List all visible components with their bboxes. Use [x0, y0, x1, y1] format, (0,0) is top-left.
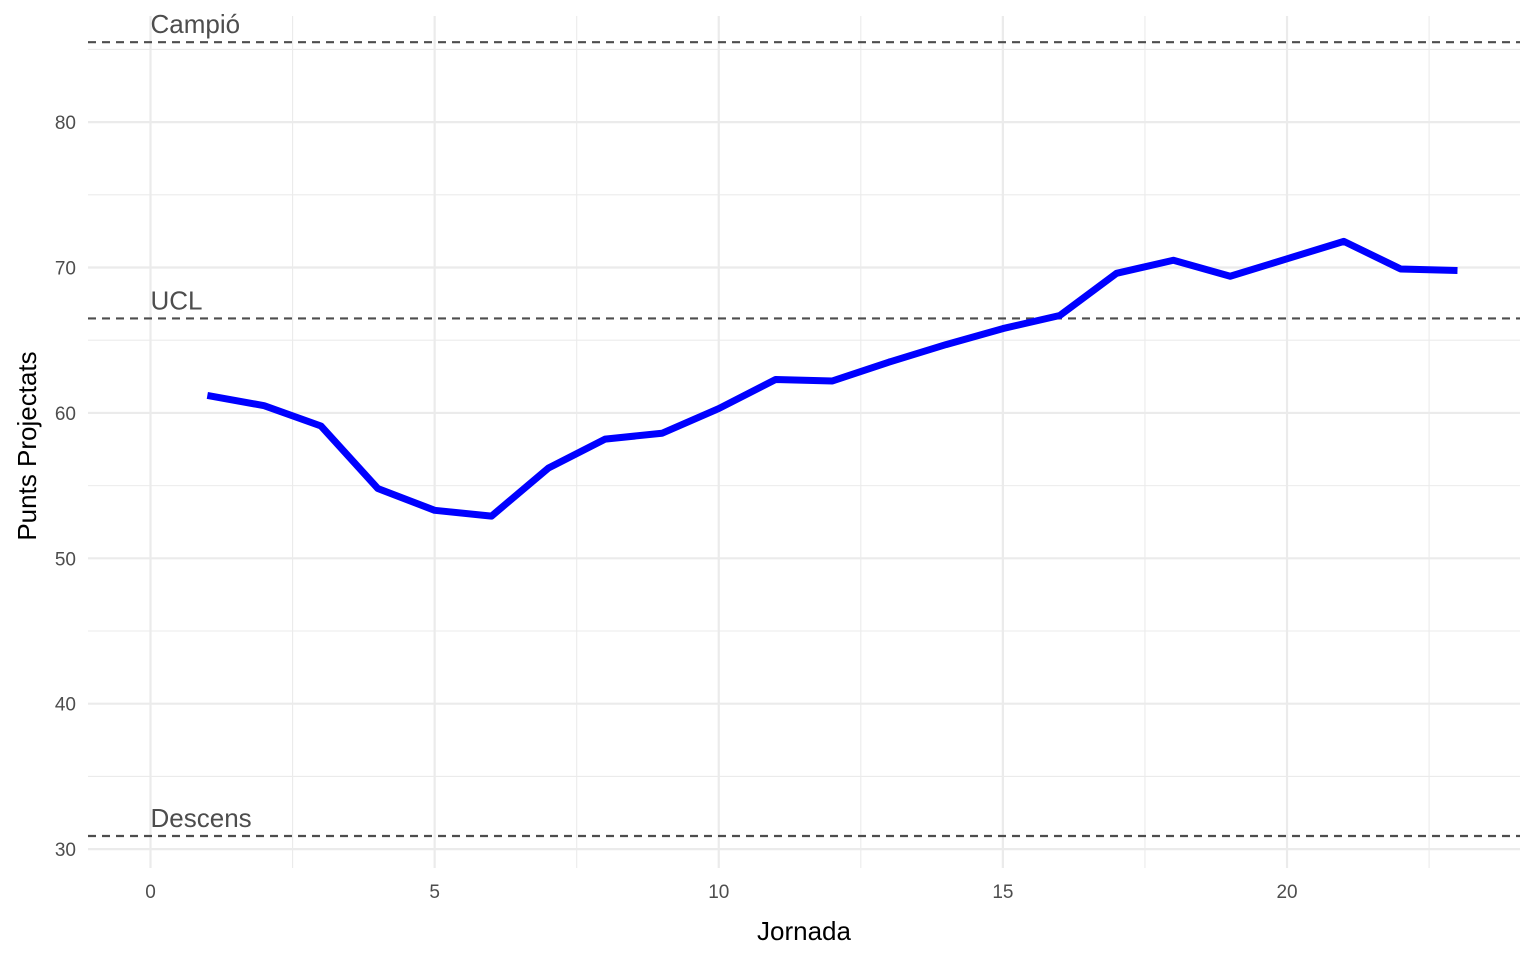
- reference-line-label: UCL: [151, 285, 203, 315]
- reference-line-label: Campió: [151, 9, 241, 39]
- x-tick-label: 5: [429, 882, 440, 903]
- x-tick-label: 15: [992, 882, 1013, 903]
- reference-line-label: Descens: [151, 803, 252, 833]
- y-axis-title: Punts Projectats: [12, 351, 42, 540]
- grid: [88, 16, 1520, 868]
- y-tick-label: 30: [55, 840, 76, 861]
- y-tick-label: 50: [55, 549, 76, 570]
- y-tick-label: 80: [55, 113, 76, 134]
- x-tick-label: 10: [708, 882, 729, 903]
- axis-ticks: 0 5 10 15 20 30 40 50 60 70 80: [55, 113, 1298, 903]
- x-axis-title: Jornada: [757, 916, 851, 946]
- series-line: [206, 237, 1458, 520]
- y-tick-label: 40: [55, 695, 76, 716]
- x-tick-label: 0: [145, 882, 156, 903]
- reference-lines: Campió UCL Descens: [88, 9, 1520, 838]
- y-tick-label: 60: [55, 404, 76, 425]
- series: [206, 237, 1458, 520]
- x-tick-label: 20: [1276, 882, 1297, 903]
- y-tick-label: 70: [55, 259, 76, 280]
